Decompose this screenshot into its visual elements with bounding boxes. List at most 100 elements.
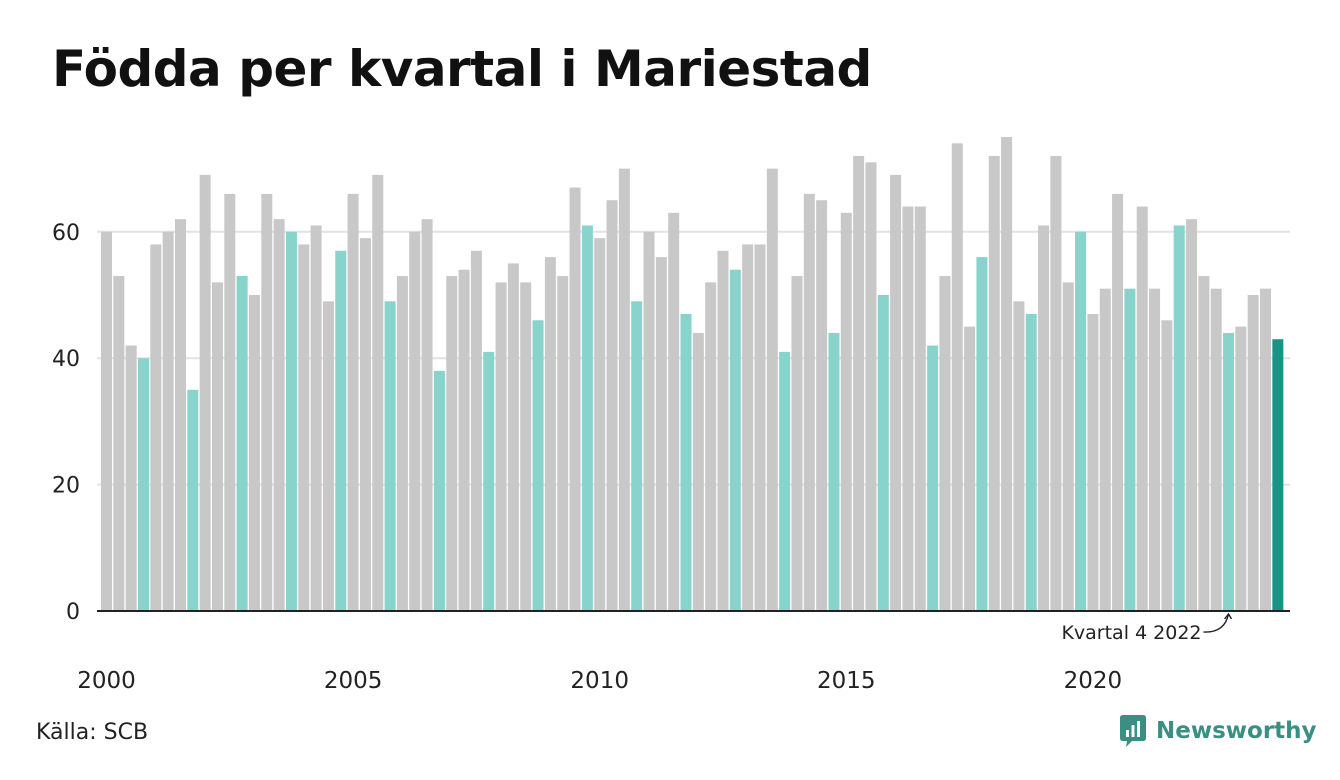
- bar: [224, 193, 236, 611]
- bar: [1149, 288, 1161, 611]
- brand-logo: Newsworthy: [1118, 714, 1317, 748]
- bar: [261, 193, 273, 611]
- bar: [631, 301, 643, 611]
- y-tick-label: 60: [52, 221, 80, 246]
- chart-title: Födda per kvartal i Mariestad: [52, 40, 872, 98]
- bar: [113, 276, 125, 611]
- bar: [902, 206, 914, 611]
- bar: [359, 238, 371, 611]
- bar: [964, 326, 976, 611]
- bar: [1161, 320, 1173, 611]
- bar: [1062, 282, 1074, 611]
- bar: [1124, 288, 1136, 611]
- bar: [692, 332, 704, 611]
- bar: [877, 295, 889, 611]
- bar: [520, 282, 532, 611]
- bar: [939, 276, 951, 611]
- bar: [668, 212, 680, 611]
- bar: [421, 219, 433, 611]
- bar: [1198, 276, 1210, 611]
- bar: [470, 250, 482, 611]
- bar: [248, 295, 260, 611]
- bar: [816, 200, 828, 611]
- bar: [1223, 332, 1235, 611]
- y-axis-tick-labels: 0 20 40 60: [52, 221, 80, 625]
- bar: [594, 238, 606, 611]
- bar-chart-logo-icon: [1120, 715, 1146, 747]
- x-tick-label: 2005: [324, 668, 383, 694]
- bar: [976, 257, 988, 611]
- bar: [1260, 288, 1272, 611]
- brand-name: Newsworthy: [1156, 718, 1317, 744]
- bar: [458, 269, 470, 611]
- bar: [1025, 313, 1037, 611]
- bar: [655, 257, 667, 611]
- y-tick-label: 20: [52, 474, 80, 499]
- bar: [840, 212, 852, 611]
- bar: [285, 231, 297, 612]
- bar: [335, 250, 347, 611]
- x-tick-label: 2015: [817, 668, 876, 694]
- bar: [988, 155, 1000, 611]
- bar: [680, 313, 692, 611]
- bar: [187, 389, 199, 611]
- bar: [1272, 339, 1284, 611]
- bar: [828, 332, 840, 611]
- bar: [532, 320, 544, 611]
- bar: [137, 358, 149, 611]
- bar: [372, 174, 384, 612]
- bar: [211, 282, 223, 611]
- bar: [273, 219, 285, 611]
- bar: [347, 193, 359, 611]
- bar: [742, 244, 754, 611]
- bar: [754, 244, 766, 611]
- bar: [236, 276, 248, 611]
- bar: [1186, 219, 1198, 611]
- bar: [729, 269, 741, 611]
- source-note: Källa: SCB: [36, 720, 149, 745]
- bar: [125, 345, 137, 611]
- bar: [396, 276, 408, 611]
- bar: [322, 301, 334, 611]
- bar: [1075, 231, 1087, 612]
- bar: [495, 282, 507, 611]
- bar: [1136, 206, 1148, 611]
- bar: [101, 231, 112, 612]
- annotation-label: Kvartal 4 2022: [1061, 622, 1201, 644]
- bar: [433, 370, 445, 611]
- bar: [581, 225, 593, 612]
- bar: [1038, 225, 1050, 612]
- bar: [1235, 326, 1247, 611]
- annotation: Kvartal 4 2022: [1061, 612, 1233, 644]
- bar: [779, 351, 791, 611]
- bar: [914, 206, 926, 611]
- x-axis-tick-labels: 2000 2005 2010 2015 2020: [77, 668, 1122, 694]
- bars: [101, 137, 1284, 612]
- bar: [446, 276, 458, 611]
- bar: [1173, 225, 1185, 612]
- bar: [174, 219, 186, 611]
- bar: [310, 225, 322, 612]
- bar: [162, 231, 174, 612]
- bar: [791, 276, 803, 611]
- annotation-arrow-icon: [1203, 612, 1233, 633]
- bar: [1001, 137, 1013, 611]
- bar: [409, 231, 421, 612]
- bar: [483, 351, 495, 611]
- bar: [298, 244, 310, 611]
- bar: [865, 162, 877, 611]
- bar: [1013, 301, 1025, 611]
- bar: [557, 276, 569, 611]
- bar: [569, 187, 581, 611]
- bar: [199, 174, 211, 612]
- bar: [890, 174, 902, 612]
- x-tick-label: 2000: [77, 668, 136, 694]
- bar: [384, 301, 396, 611]
- bar: [643, 231, 655, 612]
- bar: [1050, 155, 1062, 611]
- bar: [717, 250, 729, 611]
- y-tick-label: 0: [66, 600, 80, 625]
- bar: [1099, 288, 1111, 611]
- bar: [1247, 295, 1259, 611]
- y-tick-label: 40: [52, 347, 80, 372]
